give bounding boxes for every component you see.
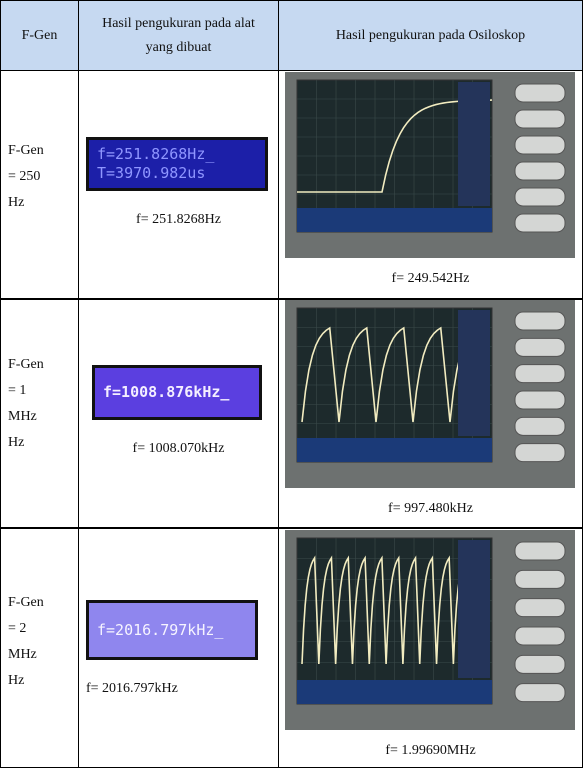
oscilloscope-photo (285, 72, 575, 258)
scope-button (514, 390, 566, 410)
device-reading: f= 2016.797kHz (86, 681, 178, 696)
lcd-line: f=2016.797kHz_ (97, 620, 224, 639)
header-cell: Hasil pengukuran pada Osiloskop (278, 0, 583, 71)
oscilloscope-photo (285, 530, 575, 730)
scope-button (514, 416, 566, 436)
fgen-line: Hz (8, 673, 25, 688)
fgen-line: MHz (8, 647, 37, 662)
fgen-label: F-Gen = 2 MHz Hz (8, 590, 44, 694)
osc-reading: f= 249.542Hz (391, 271, 470, 286)
fgen-label: F-Gen = 1 MHz Hz (8, 352, 44, 456)
fgen-label: F-Gen = 250 Hz (8, 138, 44, 216)
lcd-line: f=1008.876kHz_ (103, 383, 230, 401)
menu-panel (458, 310, 490, 436)
fgen-line: F-Gen (8, 595, 44, 610)
osc-reading: f= 1.99690MHz (385, 743, 476, 758)
scope-button (514, 83, 566, 103)
device-reading: f= 1008.070kHz (132, 441, 225, 456)
fgen-line: = 250 (8, 169, 41, 184)
fgen-line: Hz (8, 435, 25, 450)
fgen-line: = 1 (8, 383, 27, 398)
scope-button (514, 598, 566, 618)
menu-panel (458, 540, 490, 678)
screen-status-bar (297, 438, 492, 462)
scope-button (514, 569, 566, 589)
scope-button (514, 161, 566, 181)
scope-button (514, 109, 566, 129)
header-cell: F-Gen (0, 0, 79, 71)
screen-status-bar (297, 680, 492, 704)
oscilloscope-photo (285, 300, 575, 488)
header-cell: Hasil pengukuran pada alat yang dibuat (78, 0, 279, 71)
scope-button (514, 541, 566, 561)
scope-button (514, 135, 566, 155)
lcd-display: f=251.8268Hz_ T=3970.982us (86, 137, 268, 191)
screen-status-bar (297, 208, 492, 232)
fgen-line: MHz (8, 409, 37, 424)
scope-button (514, 337, 566, 357)
lcd-line: T=3970.982us (97, 164, 206, 182)
scope-button (514, 187, 566, 207)
scope-button (514, 443, 566, 463)
scope-button (514, 654, 566, 674)
scope-button (514, 683, 566, 703)
waveform (301, 326, 488, 423)
scope-button (514, 626, 566, 646)
menu-panel (458, 82, 490, 206)
device-reading: f= 251.8268Hz (136, 212, 221, 227)
lcd-display: f=2016.797kHz_ (86, 600, 258, 660)
scope-button (514, 364, 566, 384)
lcd-line: f=251.8268Hz_ (97, 145, 215, 163)
waveform (301, 555, 488, 665)
scope-button (514, 311, 566, 331)
fgen-line: = 2 (8, 621, 27, 636)
fgen-line: Hz (8, 195, 25, 210)
fgen-line: F-Gen (8, 143, 44, 158)
scope-button (514, 213, 566, 233)
lcd-display: f=1008.876kHz_ (92, 365, 262, 420)
osc-reading: f= 997.480kHz (388, 501, 473, 516)
fgen-line: F-Gen (8, 357, 44, 372)
